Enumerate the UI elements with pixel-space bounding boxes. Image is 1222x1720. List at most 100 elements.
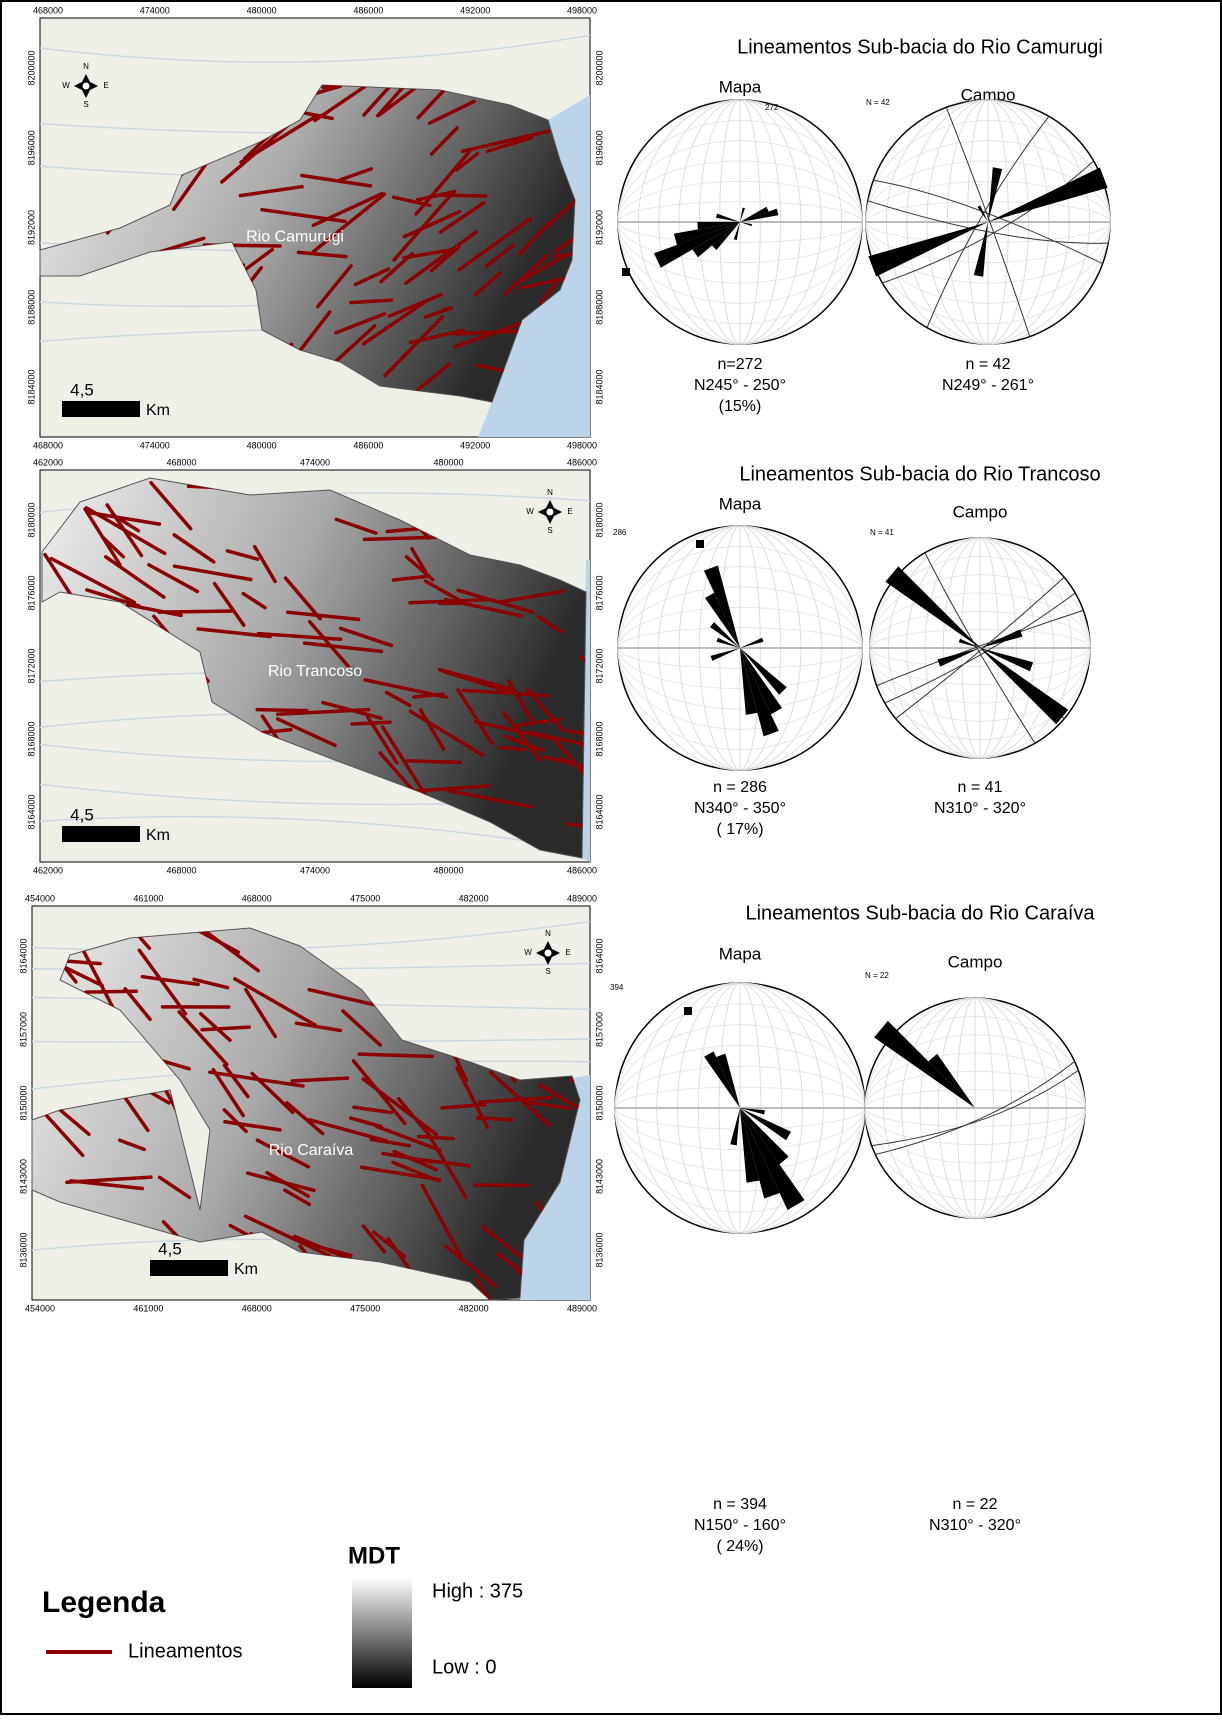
rose-label: Campo xyxy=(953,502,1008,521)
x-coord-top: 474000 xyxy=(140,5,170,15)
x-coord-top: 498000 xyxy=(567,5,597,15)
legend-line-label: Lineamentos xyxy=(128,1640,243,1662)
scale-unit: Km xyxy=(234,1261,258,1278)
x-coord-top: 486000 xyxy=(353,5,383,15)
rose-direction: N150° - 160° xyxy=(694,1517,786,1534)
y-coord-right: 8136000 xyxy=(594,1232,604,1267)
y-coord-left: 8176000 xyxy=(26,575,36,610)
x-coord-bottom: 492000 xyxy=(460,440,490,450)
rose-direction: N249° - 261° xyxy=(942,377,1034,394)
y-coord-left: 8180000 xyxy=(26,502,36,537)
legend-title: Legenda xyxy=(42,1586,166,1619)
lineament xyxy=(257,710,307,711)
rose-title: Lineamentos Sub-bacia do Rio Trancoso xyxy=(739,463,1100,485)
rose-n: n=272 xyxy=(718,356,763,373)
compass-s: S xyxy=(547,526,552,535)
x-coord-top: 489000 xyxy=(567,893,597,903)
x-coord-bottom: 454000 xyxy=(25,1303,55,1313)
count-tag: 272 xyxy=(765,103,779,112)
dem-low: Low : 0 xyxy=(432,1656,496,1678)
dem-high: High : 375 xyxy=(432,1580,523,1602)
rose-label: Mapa xyxy=(719,944,762,963)
count-tag: 286 xyxy=(613,528,627,537)
compass-s: S xyxy=(545,967,550,976)
scale-value: 4,5 xyxy=(70,380,94,399)
compass-n: N xyxy=(547,488,553,497)
rose-n: n = 286 xyxy=(713,779,767,796)
x-coord-bottom: 498000 xyxy=(567,440,597,450)
scale-unit: Km xyxy=(146,827,170,844)
compass-w: W xyxy=(524,948,532,957)
lineament xyxy=(159,611,233,612)
y-coord-left: 8164000 xyxy=(18,938,28,973)
y-coord-right: 8168000 xyxy=(594,721,604,756)
compass-center xyxy=(544,949,552,957)
rose-title: Lineamentos Sub-bacia do Rio Camurugi xyxy=(737,36,1103,58)
rose-n: n = 42 xyxy=(966,356,1011,373)
rose-direction: N310° - 320° xyxy=(934,800,1026,817)
count-tag: N = 42 xyxy=(866,98,890,107)
y-coord-right: 8164000 xyxy=(594,794,604,829)
compass-w: W xyxy=(526,507,534,516)
rose-direction: N340° - 350° xyxy=(694,800,786,817)
lineament xyxy=(359,1054,432,1056)
rose-percent: (15%) xyxy=(719,398,762,415)
y-coord-left: 8172000 xyxy=(26,648,36,683)
y-coord-left: 8143000 xyxy=(18,1159,28,1194)
x-coord-top: 474000 xyxy=(300,457,330,467)
rose-label: Mapa xyxy=(719,77,762,96)
scale-value: 4,5 xyxy=(158,1239,182,1258)
compass-center xyxy=(546,508,554,516)
y-coord-left: 8150000 xyxy=(18,1085,28,1120)
x-coord-bottom: 462000 xyxy=(33,865,63,875)
y-coord-right: 8172000 xyxy=(594,648,604,683)
compass-e: E xyxy=(103,81,108,90)
dem-ramp xyxy=(352,1578,412,1688)
x-coord-bottom: 475000 xyxy=(350,1303,380,1313)
x-coord-bottom: 461000 xyxy=(133,1303,163,1313)
count-tag: N = 22 xyxy=(865,971,889,980)
x-coord-top: 492000 xyxy=(460,5,490,15)
x-coord-bottom: 480000 xyxy=(247,440,277,450)
x-coord-bottom: 468000 xyxy=(242,1303,272,1313)
y-coord-right: 8196000 xyxy=(594,130,604,165)
river-label: Rio Trancoso xyxy=(268,663,362,680)
scale-bar xyxy=(150,1260,228,1276)
rose-label: Campo xyxy=(948,952,1003,971)
rose-label: Mapa xyxy=(719,494,762,513)
y-coord-right: 8200000 xyxy=(594,50,604,85)
rose-direction: N310° - 320° xyxy=(929,1517,1021,1534)
compass-n: N xyxy=(83,62,89,71)
max-pole xyxy=(622,268,630,276)
count-tag: 394 xyxy=(610,983,624,992)
x-coord-top: 480000 xyxy=(247,5,277,15)
y-coord-right: 8143000 xyxy=(594,1159,604,1194)
rose-direction: N245° - 250° xyxy=(694,377,786,394)
rose-n: n = 22 xyxy=(953,1496,998,1513)
scale-bar xyxy=(62,401,140,417)
x-coord-bottom: 489000 xyxy=(567,1303,597,1313)
compass-e: E xyxy=(567,507,572,516)
x-coord-top: 482000 xyxy=(459,893,489,903)
dem-title: MDT xyxy=(348,1542,400,1569)
y-coord-left: 8157000 xyxy=(18,1012,28,1047)
lineament xyxy=(408,761,460,762)
x-coord-bottom: 468000 xyxy=(166,865,196,875)
figure: Legenda Lineamentos MDT High : 375 Low :… xyxy=(0,0,1222,1715)
x-coord-top: 468000 xyxy=(166,457,196,467)
rose-percent: ( 17%) xyxy=(716,821,763,838)
scale-unit: Km xyxy=(146,402,170,419)
y-coord-left: 8200000 xyxy=(26,50,36,85)
x-coord-top: 468000 xyxy=(242,893,272,903)
y-coord-right: 8192000 xyxy=(594,210,604,245)
scale-bar xyxy=(62,826,140,842)
y-coord-left: 8168000 xyxy=(26,721,36,756)
lineament xyxy=(419,1137,454,1139)
river-label: Rio Caraíva xyxy=(269,1142,354,1159)
rose-percent: ( 24%) xyxy=(716,1538,763,1555)
x-coord-top: 480000 xyxy=(433,457,463,467)
scale-value: 4,5 xyxy=(70,805,94,824)
